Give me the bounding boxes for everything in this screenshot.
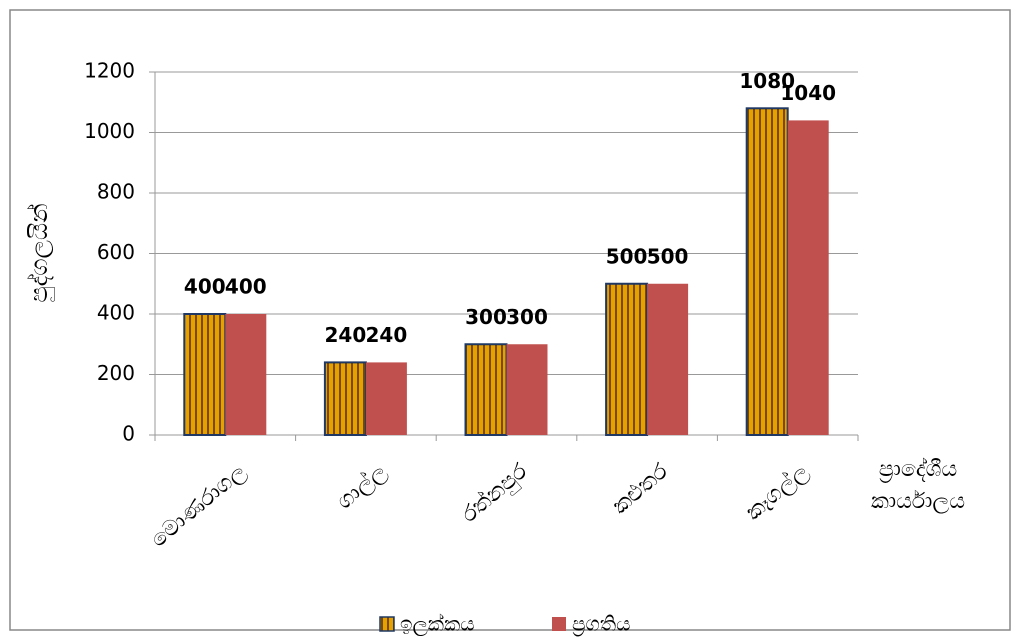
y-tick-label: 400 [97,301,135,325]
data-label: 1080 [739,69,795,93]
y-tick-label: 800 [97,180,135,204]
data-label: 400 [184,275,226,299]
data-label: 240 [325,323,367,347]
bar [506,344,548,435]
bar [365,362,407,435]
data-label: 300 [506,305,548,329]
bar [464,343,508,436]
y-tick-label: 0 [122,422,135,446]
bar [787,120,829,436]
bar [745,107,789,437]
y-tick-label: 1000 [84,119,135,143]
data-label: 400 [225,275,267,299]
data-label: 500 [647,244,689,268]
legend-swatch [379,616,395,632]
data-label: 500 [606,244,648,268]
bar [647,283,689,435]
data-label: 1040 [780,81,836,105]
y-axis-label: පුද්ගලයින් [25,203,54,302]
data-label: 240 [366,323,408,347]
bar [323,361,367,436]
chart-border [9,9,1011,631]
data-label: 300 [465,305,507,329]
bar [605,282,649,436]
y-tick-label: 200 [97,361,135,385]
x-axis-label: ප්‍රාදේශීය [879,457,957,483]
legend-swatch [552,617,566,631]
x-axis-label: කාර්යාලය [871,489,965,514]
bar [183,313,227,436]
legend-label: ප්‍රගතිය [572,612,630,638]
y-tick-label: 1200 [84,59,135,83]
legend-label: ඉලක්කය [400,612,475,637]
bar [225,314,267,435]
y-tick-label: 600 [97,240,135,264]
